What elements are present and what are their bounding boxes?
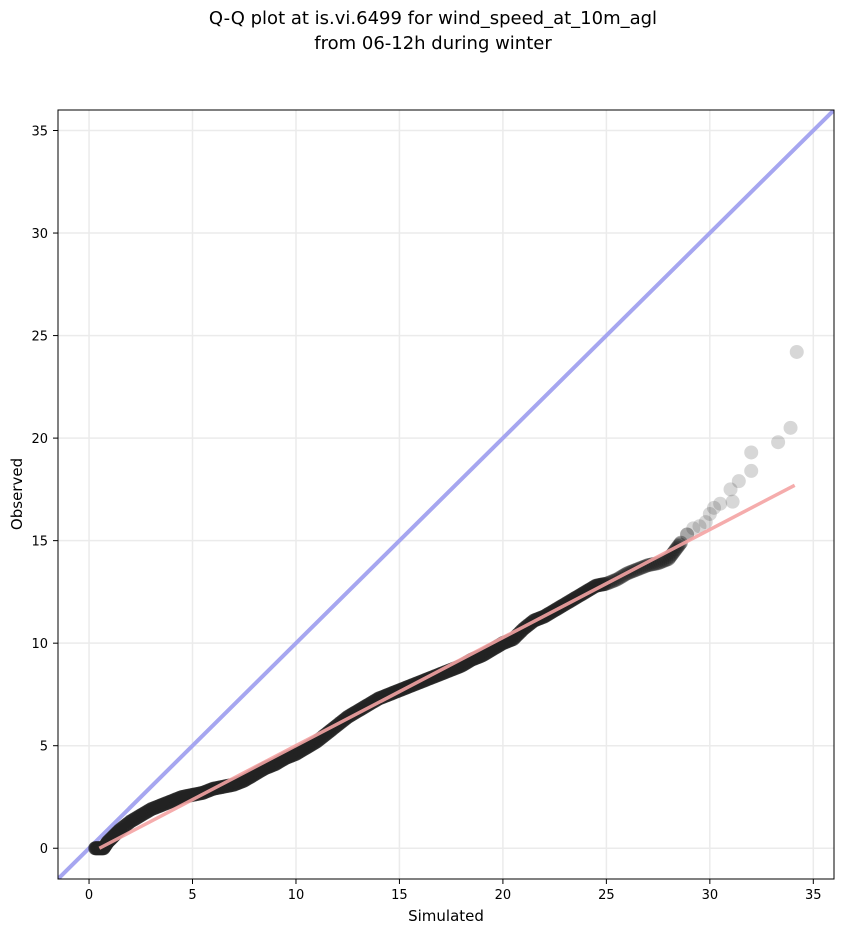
quantile-point [713,496,728,511]
y-tick-label: 25 [31,330,48,345]
x-tick-label: 15 [391,888,408,903]
y-tick-label: 20 [31,432,48,447]
x-tick-label: 20 [495,888,512,903]
grid-lines [58,110,834,879]
y-tick-label: 0 [40,842,48,857]
chart-title-line-1: Q-Q plot at is.vi.6499 for wind_speed_at… [209,8,657,29]
axis-ticks: 0 5 10 15 20 25 30 35 0 5 10 15 20 25 30 35 [31,125,821,903]
quantile-point [723,482,738,497]
quantile-point [657,553,672,568]
y-tick-label: 15 [31,535,48,550]
quantile-point [686,521,701,536]
x-tick-label: 10 [288,888,305,903]
x-tick-label: 0 [85,888,93,903]
quantile-point [731,474,746,489]
quantile-point [698,515,713,530]
y-tick-label: 5 [40,740,48,755]
identity-reference-line [58,110,834,879]
x-tick-label: 25 [598,888,615,903]
quantile-point [744,445,759,460]
quantile-point [659,552,674,567]
chart-title: Q-Q plot at is.vi.6499 for wind_speed_at… [209,8,657,54]
y-tick-label: 30 [31,227,48,242]
y-axis-label: Observed [8,458,26,530]
x-tick-label: 5 [188,888,196,903]
regression-fit-line [98,483,796,850]
x-tick-label: 35 [805,888,822,903]
quantile-point [692,519,707,534]
quantile-points [88,344,804,856]
quantile-point [744,463,759,478]
chart-title-line-2: from 06-12h during winter [314,33,552,54]
x-axis-label: Simulated [408,907,484,925]
plot-frame [57,109,835,880]
plot-contents [58,110,834,879]
quantile-point [789,344,804,359]
x-tick-label: 30 [702,888,719,903]
quantile-point [661,552,676,567]
quantile-point [725,494,740,509]
quantile-point [706,500,721,515]
quantile-point [783,420,798,435]
y-tick-label: 35 [31,125,48,140]
quantile-point [771,435,786,450]
quantile-point [702,506,717,521]
y-tick-label: 10 [31,637,48,652]
